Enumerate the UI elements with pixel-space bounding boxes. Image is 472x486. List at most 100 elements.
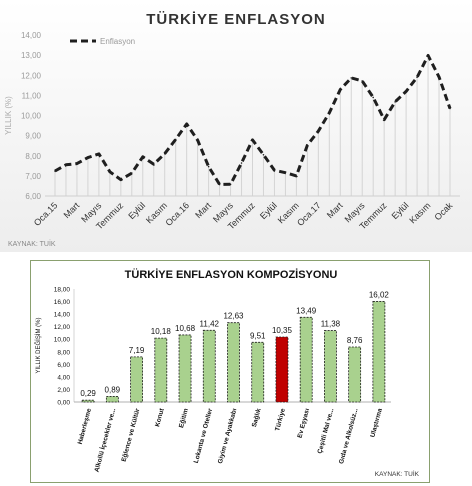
data-point [251,139,254,141]
data-label: 11,42 [200,319,220,328]
category-label: Alkollü İçecekler ve... [93,407,118,473]
data-point [427,54,429,57]
data-point [185,123,188,125]
data-point [350,77,353,79]
y-tick-label: 6,00 [25,192,41,201]
data-label: 16,02 [369,290,390,299]
data-point [449,107,451,110]
data-point [109,171,111,173]
data-point [383,118,385,121]
data-label: 12,63 [223,312,244,321]
data-point [98,153,100,155]
y-tick-label: 8,00 [25,152,41,161]
y-tick-label: 8,00 [57,349,70,356]
inflation-line-chart: TÜRKİYE ENFLASYON 6,00 7,00 8,00 9,00 10,00 11… [4,11,460,248]
data-point [65,164,67,166]
data-label: 13,49 [296,306,317,315]
x-tick-label: Ocak [432,200,454,222]
data-label: 11,38 [321,320,341,329]
data-label: 10,35 [272,326,293,335]
category-label: Haberleşme [77,407,93,445]
data-point [295,175,298,177]
data-point [339,88,342,91]
category-label: Eğlence ve Kültür [121,407,142,462]
data-point [120,178,122,181]
data-label: 10,18 [151,327,172,336]
data-point [372,96,374,99]
y-tick-label: 2,00 [57,387,70,394]
inflation-line-chart-panel: TÜRKİYE ENFLASYON 6,00 7,00 8,00 9,00 10,00 11… [0,0,472,252]
y-tick-label: 13,00 [21,51,42,60]
data-label: 10,68 [175,324,196,333]
data-point [141,155,144,158]
legend-label: Enflasyon [100,37,135,46]
data-point [76,162,78,165]
inflation-composition-chart-panel: TÜRKİYE ENFLASYON KOMPOZİSYONU 0,00 2,00 4,… [30,260,430,483]
data-point [328,112,331,114]
inflation-composition-chart: TÜRKİYE ENFLASYON KOMPOZİSYONU 0,00 2,00 4,… [35,268,420,478]
bar [130,356,143,403]
data-label: 7,19 [129,346,145,355]
data-label: 8,76 [347,336,363,345]
data-point [273,169,276,172]
data-point [207,165,210,168]
category-label: Türkiye [274,407,287,432]
chart-title: TÜRKİYE ENFLASYON KOMPOZİSYONU [125,268,338,281]
y-tick-label: 10,00 [54,337,71,344]
data-point [87,156,89,159]
category-label: Ulaştırma [369,407,384,438]
category-label: Sağlık [251,407,263,428]
y-tick-label: 9,00 [25,132,41,141]
bar [372,301,386,403]
data-label: 9,51 [250,331,266,340]
y-tick-label: 6,00 [57,362,70,369]
data-point [306,144,309,146]
data-point [361,80,364,82]
data-label: 0,89 [105,385,121,394]
data-point [131,172,133,174]
bar [324,330,337,403]
data-point [416,76,418,79]
bar [348,346,362,403]
x-tick-label: Oca.17 [295,200,323,228]
data-point [54,170,56,172]
y-tick-label: 14,00 [54,312,71,319]
data-point [163,152,166,155]
y-axis-label: YILLIK (%) [4,96,13,135]
data-point [174,138,177,141]
data-point [262,153,265,156]
y-tick-label: 12,00 [54,324,71,331]
data-point [240,162,243,164]
data-point [284,171,287,174]
category-label: Ev Eşyası [297,408,312,439]
data-label: 0,29 [80,389,96,398]
x-tick-label: Oca.16 [163,200,191,228]
category-label: Konut [154,407,166,428]
y-tick-label: 16,00 [54,299,71,306]
y-tick-label: 11,00 [22,91,42,100]
category-label: Lokanta ve Oteller [193,407,214,464]
category-label: Gıda ve Alkolsüz... [338,408,360,465]
bar [178,334,192,403]
source-label: KAYNAK: TUİK [8,239,56,248]
y-tick-label: 4,00 [57,374,70,381]
chart-title: TÜRKİYE ENFLASYON [146,11,326,28]
bar [154,337,168,403]
y-tick-label: 10,00 [21,112,42,121]
data-point [229,183,232,186]
bar [105,396,119,403]
bar [227,322,240,403]
data-point [438,76,440,78]
y-axis-label: YILLIK DEĞİŞİM (%) [35,317,42,373]
data-point [405,90,407,93]
y-tick-label: 14,00 [21,31,42,40]
y-tick-label: 0,00 [57,400,70,407]
bar [81,399,95,403]
data-point [394,101,396,103]
data-point [196,139,199,141]
category-label: Giyim ve Ayakkabı [217,408,239,465]
y-tick-label: 12,00 [21,71,42,80]
y-tick-label: 18,00 [54,287,71,294]
category-label: Eğitim [178,408,190,429]
x-tick-label: Oca.15 [32,200,60,228]
